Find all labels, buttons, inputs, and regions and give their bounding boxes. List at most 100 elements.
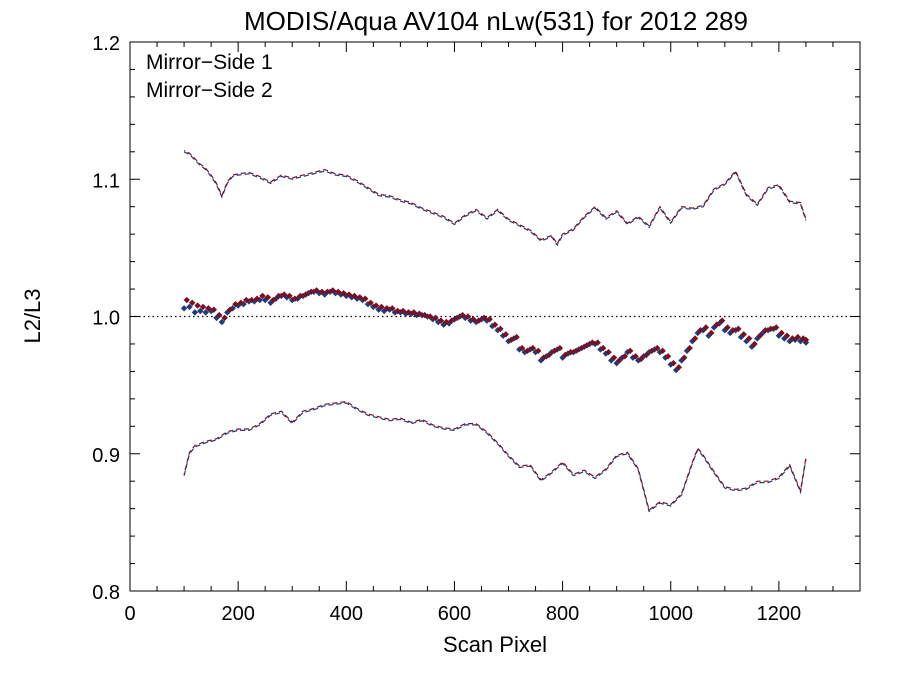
series-1-point <box>748 343 756 350</box>
series-2-point <box>399 307 407 315</box>
series-2-point <box>183 296 190 304</box>
series-2-point <box>453 314 461 322</box>
series-1-upper-envelope <box>183 151 807 247</box>
x-tick-label: 1000 <box>648 603 693 625</box>
series-2-point <box>637 355 645 363</box>
series-2-point <box>426 313 434 320</box>
series-2-point <box>567 348 574 356</box>
series-2-point <box>713 321 720 328</box>
series-2-point <box>508 336 515 344</box>
series-2-point <box>626 347 634 355</box>
series-2-point <box>621 353 628 360</box>
x-axis-label: Scan Pixel <box>443 632 547 657</box>
series-1-point <box>797 338 804 345</box>
series-1-point <box>548 348 555 356</box>
series-2-point <box>259 292 266 300</box>
series-2-point <box>248 296 255 304</box>
series-1-point <box>786 338 793 345</box>
series-2-point <box>432 314 439 322</box>
series-2-point <box>735 325 742 333</box>
series-2-point <box>745 335 753 342</box>
series-1-point <box>727 329 734 337</box>
series-2-point <box>654 344 661 352</box>
y-tick-label: 1.1 <box>92 170 120 192</box>
series-1-point <box>559 354 566 361</box>
series-2-point <box>318 288 326 295</box>
series-2-upper-envelope <box>183 149 807 245</box>
series-1-point <box>591 340 599 348</box>
series-2-point <box>718 317 726 324</box>
series-2-point <box>802 336 810 344</box>
series-2-point <box>205 305 212 312</box>
series-2-point <box>616 357 623 364</box>
series-2-point <box>270 296 277 304</box>
series-2-point <box>751 340 758 348</box>
series-2-point <box>475 317 482 324</box>
y-tick-label: 1.0 <box>92 308 120 330</box>
series-2-point <box>237 299 245 306</box>
series-2-point <box>297 292 304 300</box>
series-2-point <box>670 359 677 367</box>
series-1-lower-envelope <box>183 402 807 513</box>
series-2-point <box>664 353 672 360</box>
series-2-point <box>632 353 639 360</box>
legend-entry-mirror-side-2: Mirror−Side 2 <box>146 79 273 102</box>
series-2-point <box>253 295 261 302</box>
series-2-point <box>221 314 228 322</box>
axes: 0.8 0.9 1.0 1.1 1.2 0 200 400 600 800 1000 1200 <box>92 33 860 625</box>
series-1-point <box>602 350 610 357</box>
x-tick-label: 0 <box>124 603 135 625</box>
series-2-point <box>421 311 428 319</box>
series-1-point <box>705 332 712 339</box>
series-2-point <box>459 311 466 319</box>
series-2-point <box>199 303 207 311</box>
series-2-point <box>216 311 223 319</box>
series-1-point <box>191 309 199 316</box>
series-2-point <box>529 344 537 352</box>
series-2-point <box>464 313 472 320</box>
series-2-point <box>659 347 666 355</box>
x-tick-label: 1200 <box>757 603 802 625</box>
series-2-point <box>329 287 336 294</box>
series-2-point <box>545 351 553 359</box>
series-2-point <box>572 347 580 355</box>
series-2-point <box>729 327 737 334</box>
series-2-point <box>334 288 342 295</box>
series-2-point <box>691 335 699 342</box>
x-tick-label: 400 <box>330 603 363 625</box>
series-1-point <box>516 346 523 353</box>
series-2-point <box>740 331 747 338</box>
series-2-point <box>583 342 591 349</box>
series-2-point <box>280 291 288 298</box>
series-2-point <box>307 288 315 295</box>
series-1-point <box>180 305 188 312</box>
series-2-point <box>589 339 596 346</box>
x-tick-label: 200 <box>221 603 254 625</box>
series-1-point <box>581 343 588 350</box>
y-tick-label: 1.2 <box>92 33 120 55</box>
y-tick-label: 0.8 <box>92 582 120 604</box>
series-1-point <box>737 333 745 341</box>
series-2-lower-envelope <box>183 400 807 512</box>
series-2-point <box>610 354 618 361</box>
x-tick-label: 600 <box>438 603 471 625</box>
series-2-point <box>778 329 785 337</box>
series-1-point <box>694 329 701 337</box>
series-2-point <box>437 317 445 324</box>
series-2-point <box>556 344 564 352</box>
series-2-point <box>188 299 196 306</box>
series-2-point <box>448 317 455 324</box>
series-1-point <box>683 347 691 355</box>
series-2-point <box>232 300 239 308</box>
series-2-point <box>367 299 374 306</box>
series-2-point <box>789 335 796 342</box>
series-2-point <box>578 344 585 352</box>
series-1-point <box>716 320 723 327</box>
series-2-point <box>681 354 688 361</box>
chart-title: MODIS/Aqua AV104 nLw(531) for 2012 289 <box>244 6 748 36</box>
series-2-point <box>513 333 520 341</box>
series-2-point <box>470 316 477 323</box>
series-2-point <box>540 354 547 361</box>
series-1-point <box>218 318 226 326</box>
